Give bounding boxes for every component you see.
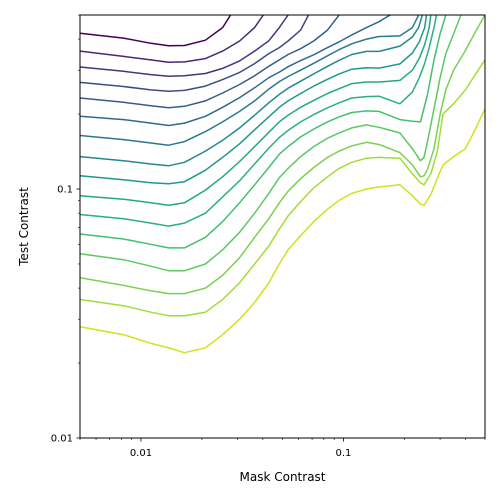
x-tick-label: 0.1 [336,448,352,459]
x-axis-label: Mask Contrast [240,470,326,484]
contour-line-4 [80,15,310,93]
x-axis-ticks: 0.01 0.1 [79,438,486,459]
contour-line-1 [80,15,232,47]
contour-lines [80,15,485,354]
contour-line-2 [80,15,264,63]
contour-line-12 [80,15,447,249]
contour-line-7 [80,15,420,146]
contour-line-9 [80,15,428,185]
contour-line-8 [80,15,424,167]
y-tick-label: 0.1 [57,185,73,196]
contour-line-10 [80,15,432,207]
contour-line-16 [80,108,485,354]
y-axis-ticks: 0.01 0.1 [51,14,80,445]
contour-line-5 [80,15,340,109]
x-tick-label: 0.01 [130,448,152,459]
contour-line-6 [80,15,391,127]
contour-line-15 [80,59,485,317]
plot-frame [79,14,486,439]
contour-line-13 [80,15,462,272]
contour-line-3 [80,15,289,77]
y-axis-label: Test Contrast [17,187,31,267]
contour-line-11 [80,15,438,227]
contour-line-14 [80,15,485,295]
y-tick-label: 0.01 [51,434,73,445]
